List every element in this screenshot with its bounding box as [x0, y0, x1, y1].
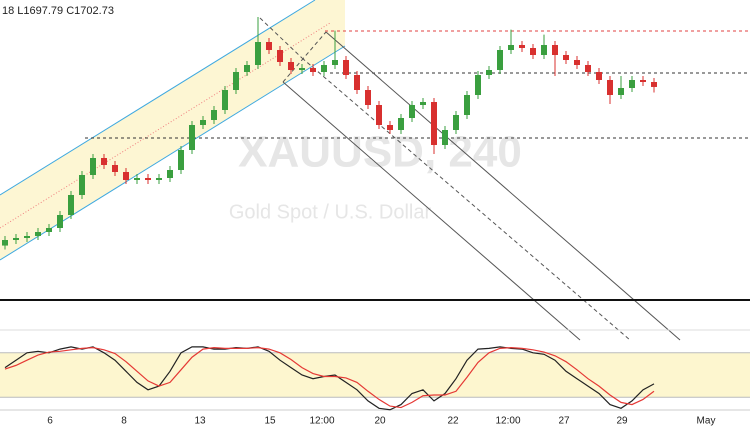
- x-tick-label: 8: [121, 416, 127, 427]
- candle-body: [46, 228, 52, 232]
- candle-body: [178, 150, 184, 170]
- candle-body: [167, 170, 173, 178]
- candle-body: [343, 60, 349, 75]
- candle-body: [79, 175, 85, 195]
- x-tick-label: 29: [616, 416, 628, 427]
- fork-line: [282, 81, 581, 341]
- candle-body: [354, 75, 360, 90]
- candle-body: [321, 65, 327, 72]
- candle-body: [255, 42, 261, 65]
- x-tick-label: 12:00: [309, 416, 334, 427]
- candle-body: [596, 72, 602, 80]
- candle-body: [464, 95, 470, 115]
- candle-body: [266, 42, 272, 50]
- candle-body: [101, 158, 107, 165]
- candle-body: [629, 80, 635, 88]
- candle-body: [420, 102, 426, 105]
- oscillator-band: [0, 352, 750, 398]
- fork-base: [282, 31, 327, 83]
- candle-body: [431, 102, 437, 145]
- candle-body: [519, 45, 525, 48]
- candle-body: [299, 68, 305, 70]
- candle-body: [332, 60, 338, 65]
- candle-body: [90, 158, 96, 175]
- candle-body: [68, 195, 74, 215]
- watermark: XAUUSD, 240: [238, 128, 522, 177]
- x-tick-label: 22: [447, 416, 459, 427]
- fork-line: [325, 31, 681, 341]
- candle-body: [552, 45, 558, 55]
- x-tick-label: May: [697, 416, 716, 427]
- candle-body: [398, 118, 404, 130]
- candle-body: [453, 115, 459, 130]
- fork-median: [301, 57, 631, 341]
- candle-body: [541, 45, 547, 55]
- candle-body: [134, 178, 140, 180]
- candle-body: [574, 60, 580, 65]
- candle-body: [233, 72, 239, 90]
- candle-body: [651, 82, 657, 87]
- candle-body: [409, 105, 415, 118]
- candle-body: [376, 105, 382, 125]
- x-tick-label: 6: [47, 416, 53, 427]
- candle-body: [123, 172, 129, 180]
- candle-body: [585, 65, 591, 72]
- x-tick-label: 13: [194, 416, 206, 427]
- candle-body: [145, 178, 151, 180]
- x-tick-label: 20: [374, 416, 386, 427]
- candle-body: [288, 62, 294, 70]
- watermark-subtitle: Gold Spot / U.S. Dollar: [229, 201, 432, 223]
- candle-body: [13, 238, 19, 240]
- candle-body: [211, 110, 217, 120]
- candle-body: [57, 215, 63, 228]
- candle-body: [310, 68, 316, 72]
- candle-body: [497, 50, 503, 70]
- candle-body: [640, 80, 646, 82]
- candle-body: [475, 75, 481, 95]
- candle-body: [189, 125, 195, 150]
- candle-body: [35, 232, 41, 236]
- candle-body: [2, 240, 8, 246]
- candle-body: [442, 130, 448, 145]
- oscillator-line: [4, 346, 655, 411]
- candle-body: [156, 178, 162, 180]
- candle-body: [277, 50, 283, 62]
- x-tick-label: 12:00: [495, 416, 520, 427]
- channel-upper: [0, 0, 316, 196]
- candle-body: [508, 45, 514, 50]
- oscillator-line: [4, 347, 655, 409]
- x-tick-label: 27: [558, 416, 570, 427]
- candle-body: [618, 88, 624, 95]
- ohlc-label: 18 L1697.79 C1702.73: [2, 5, 114, 17]
- candle-body: [200, 120, 206, 125]
- candle-body: [222, 90, 228, 110]
- candle-body: [486, 70, 492, 75]
- candle-body: [244, 65, 250, 72]
- x-tick-label: 15: [264, 416, 276, 427]
- candle-body: [530, 48, 536, 55]
- candle-body: [365, 90, 371, 105]
- candle-body: [607, 80, 613, 95]
- fork-handle: [259, 17, 303, 59]
- candle-body: [24, 236, 30, 238]
- candle-body: [387, 125, 393, 130]
- candle-body: [563, 55, 569, 60]
- candle-body: [112, 165, 118, 172]
